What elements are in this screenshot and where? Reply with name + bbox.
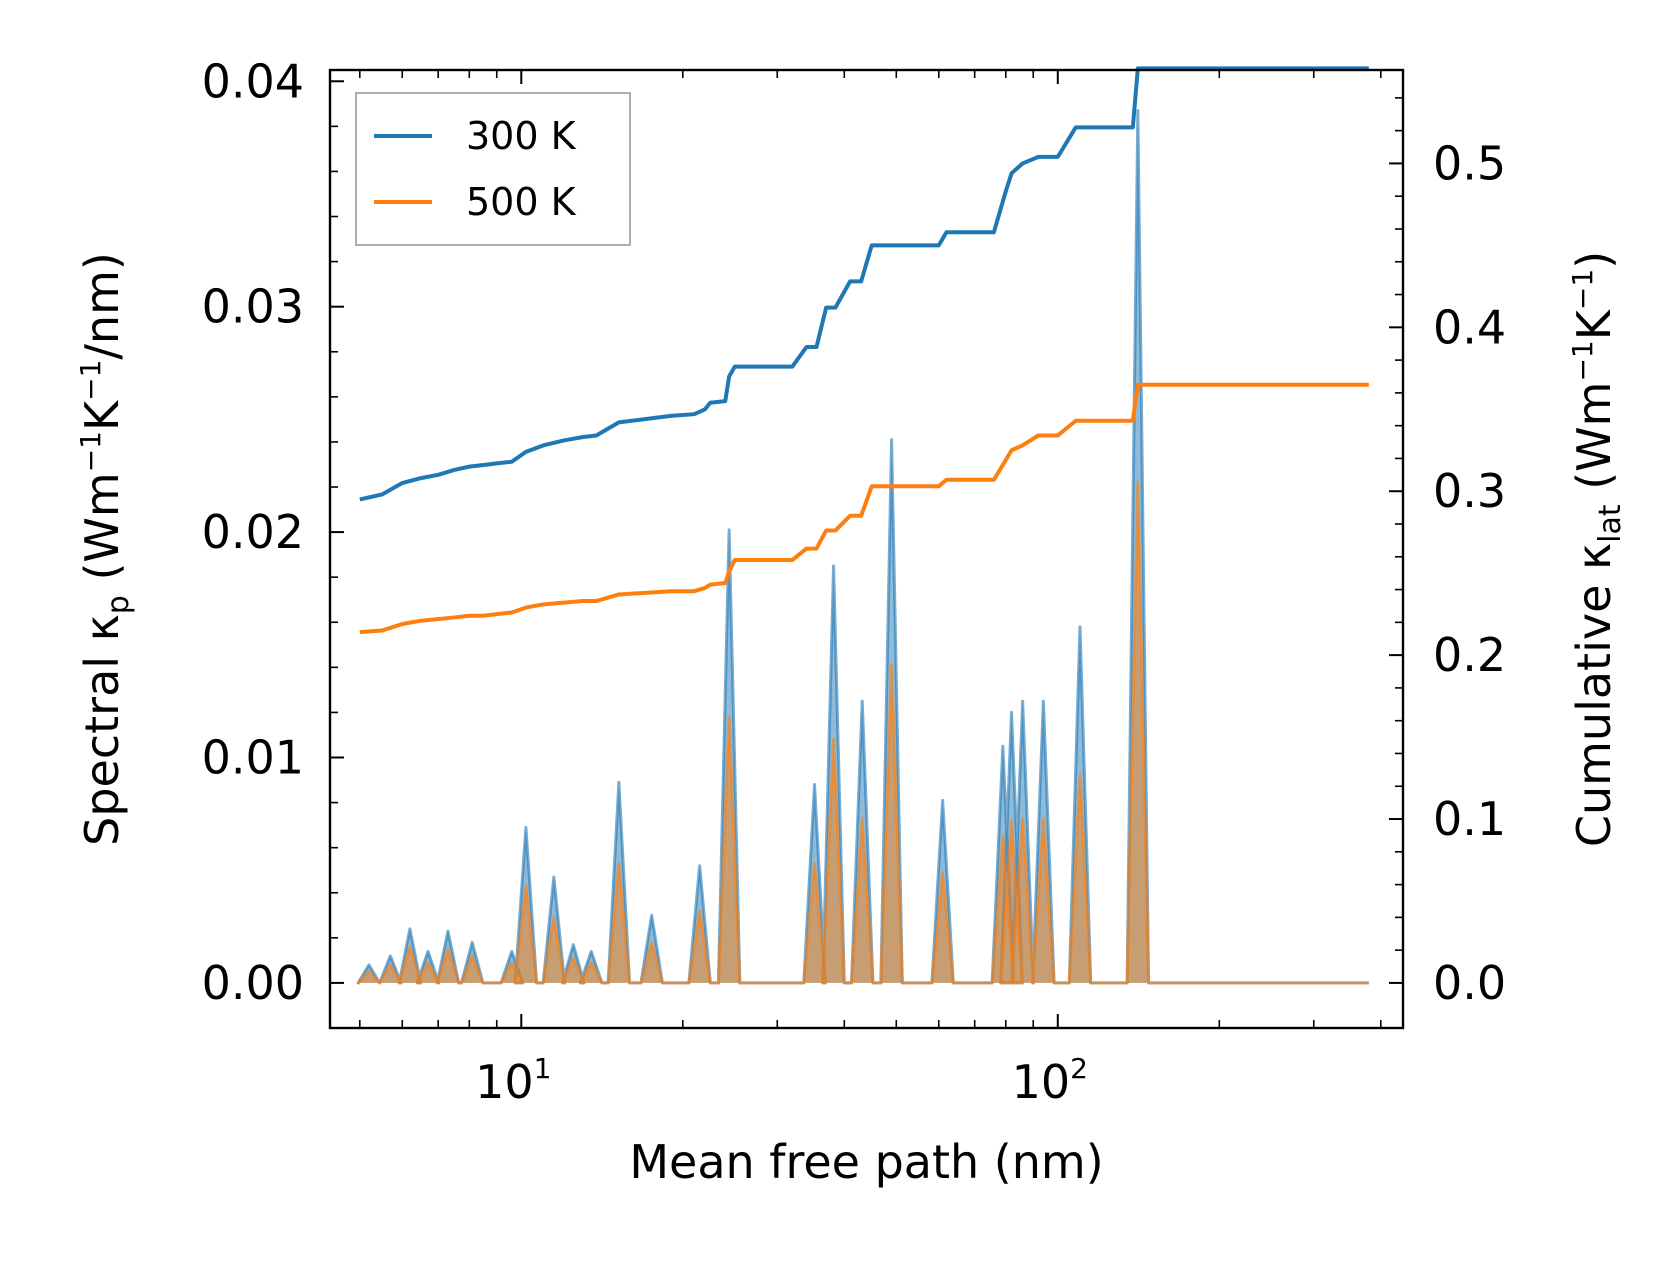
right-y-tick-label: 0.0 xyxy=(1433,956,1506,1010)
left-y-tick-label: 0.01 xyxy=(202,731,304,785)
right-y-tick-label: 0.2 xyxy=(1433,628,1506,682)
left-y-tick-label: 0.02 xyxy=(202,505,304,559)
spectral-fill-group xyxy=(356,109,1369,985)
left-y-tick-label: 0.00 xyxy=(202,956,304,1010)
left-axis-title: Spectral κp (Wm−1K−1/nm) xyxy=(74,252,136,846)
cumulative-line-300k xyxy=(359,66,1369,502)
left-y-tick-label: 0.03 xyxy=(202,280,304,334)
legend-box xyxy=(355,92,631,246)
cumulative-lines-group xyxy=(359,66,1369,635)
x-tick-label: 102 xyxy=(1012,1052,1088,1109)
left-y-tick-label: 0.04 xyxy=(202,54,304,108)
spectral-500k-line xyxy=(356,481,1369,985)
ticks-group: 101 102 0.00 0.01 0.02 0.03 0.04 0.0 0.1 0.2 0.3 0.… xyxy=(202,54,1507,1109)
x-axis-title: Mean free path (nm) xyxy=(629,1135,1103,1189)
spectral-500k-area xyxy=(358,482,1369,983)
right-axis-title: Cumulative κlat (Wm−1K−1) xyxy=(1566,251,1628,847)
cumulative-line-500k xyxy=(359,382,1369,635)
right-y-tick-label: 0.4 xyxy=(1433,300,1506,354)
right-y-tick-label: 0.5 xyxy=(1433,136,1506,190)
legend-label-300k: 300 K xyxy=(466,114,577,158)
plot-frame xyxy=(328,68,1405,1030)
legend-label-500k: 500 K xyxy=(466,180,577,224)
right-y-tick-label: 0.1 xyxy=(1433,792,1506,846)
legend: 300 K 500 K xyxy=(355,92,631,246)
x-tick-label: 101 xyxy=(475,1052,551,1109)
spectral-300k-area xyxy=(358,110,1369,983)
right-y-tick-label: 0.3 xyxy=(1433,464,1506,518)
